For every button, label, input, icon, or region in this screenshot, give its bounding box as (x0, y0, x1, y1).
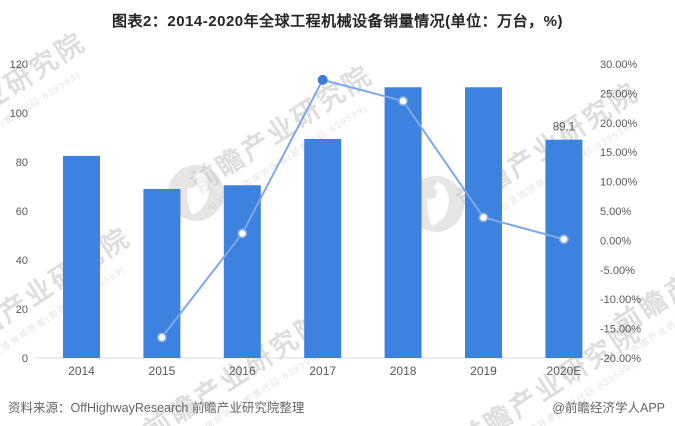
y-axis-right-tick: -10.00% (600, 294, 641, 306)
y-axis-right-tick: -15.00% (600, 324, 641, 336)
y-axis-left-tick: 80 (16, 157, 28, 169)
marker-2016 (237, 228, 248, 239)
marker-2018 (398, 96, 409, 107)
y-axis-left-tick: 0 (22, 353, 28, 365)
marker-2015 (156, 332, 167, 343)
bar-2014 (63, 155, 100, 358)
y-axis-left-tick: 120 (10, 59, 28, 71)
x-axis-label-2016: 2016 (229, 364, 256, 378)
chart-title: 图表2：2014-2020年全球工程机械设备销量情况(单位：万台，%) (112, 13, 563, 30)
bar-2018 (384, 87, 422, 359)
bar-2016 (223, 185, 261, 358)
source-note: 资料来源：OffHighwayResearch 前瞻产业研究院整理 (8, 401, 305, 415)
y-axis-right-tick: 15.00% (600, 147, 638, 159)
x-axis-label-2019: 2019 (470, 364, 497, 378)
bar-2017 (304, 138, 342, 358)
x-axis-label-2015: 2015 (149, 364, 176, 378)
chart-footer: 资料来源：OffHighwayResearch 前瞻产业研究院整理 @前瞻经济学… (8, 397, 665, 416)
marker-2017 (317, 74, 328, 85)
y-axis-left-tick: 100 (10, 108, 28, 120)
y-axis-left-tick: 20 (16, 304, 28, 316)
bar-2019 (465, 87, 502, 359)
growth-line (161, 78, 565, 339)
marker-2020E (558, 234, 569, 245)
y-axis-right-tick: -20.00% (600, 353, 641, 365)
y-axis-right-tick: 5.00% (600, 206, 631, 218)
y-axis-right-tick: -5.00% (600, 265, 635, 277)
x-axis-label-2014: 2014 (68, 364, 95, 378)
y-axis-right-tick: 0.00% (600, 235, 631, 247)
x-axis-label-2017: 2017 (309, 364, 336, 378)
marker-2019 (478, 212, 489, 223)
y-axis-right-tick: 10.00% (600, 177, 638, 189)
x-axis-label-2018: 2018 (390, 364, 417, 378)
y-axis-left-tick: 60 (16, 206, 28, 218)
bar-2020E (545, 139, 583, 358)
x-axis-label-2020E: 2020E (547, 364, 582, 378)
y-axis-right-tick: 20.00% (600, 118, 638, 130)
credit-note: @前瞻经济学人APP (552, 401, 665, 415)
y-axis-left-tick: 40 (16, 255, 28, 267)
y-axis-right-tick: 30.00% (600, 59, 638, 71)
y-axis-right-tick: 25.00% (600, 88, 638, 100)
value-label-2020E: 89.1 (553, 122, 575, 134)
